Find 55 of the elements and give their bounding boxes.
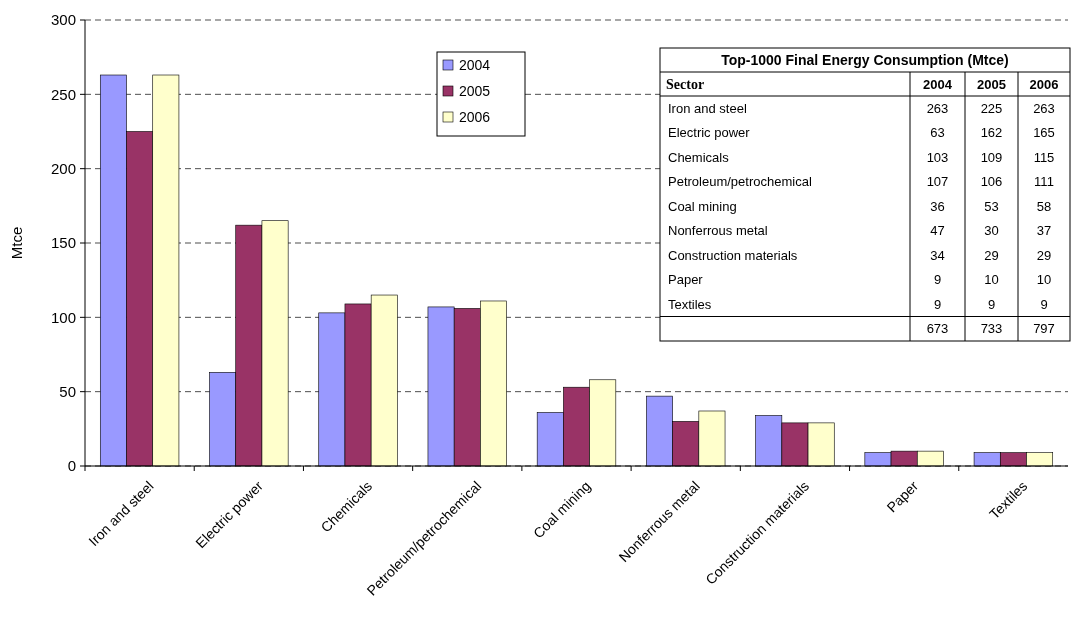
annotation: 9 — [933, 296, 942, 312]
annotation: 30 — [984, 223, 999, 239]
y-tick-label: 300 — [50, 11, 76, 29]
annotation: 63 — [930, 125, 945, 141]
annotation: 165 — [1033, 125, 1055, 141]
annotation: 263 — [1033, 100, 1055, 116]
annotation: 9 — [1040, 296, 1048, 312]
y-tick-label: 250 — [50, 85, 76, 103]
y-tick-label: 0 — [67, 457, 76, 475]
annotation: 34 — [930, 247, 945, 263]
legend-label: 2006 — [459, 108, 491, 125]
annotation: 733 — [980, 321, 1003, 337]
annotation: 673 — [926, 321, 949, 337]
text: Top-1000 Final Energy Consumption (Mtce) — [721, 51, 1009, 68]
annotation: Electric power — [668, 125, 751, 141]
annotation: Petroleum/petrochemical — [668, 174, 812, 190]
annotation: 162 — [980, 125, 1003, 141]
annotation: Sector — [666, 76, 705, 92]
annotation: 107 — [926, 174, 949, 190]
annotation: 2005 — [977, 76, 1006, 92]
annotation: Chemicals — [668, 149, 730, 165]
y-tick-label: 100 — [50, 308, 76, 326]
annotation: 10 — [1036, 272, 1052, 288]
annotation: 109 — [980, 149, 1003, 165]
annotation: Iron and steel — [668, 100, 747, 116]
annotation: 106 — [980, 174, 1003, 190]
annotation: Paper — [668, 272, 704, 288]
y-tick-label: 150 — [50, 234, 76, 252]
annotation: 9 — [933, 272, 942, 288]
annotation: 9 — [987, 296, 996, 312]
annotation: Nonferrous metal — [668, 223, 768, 239]
annotation: 10 — [984, 272, 999, 288]
annotation: 263 — [926, 100, 949, 116]
annotation: 797 — [1033, 321, 1055, 337]
annotation: Coal mining — [668, 198, 737, 214]
legend-label: 2004 — [459, 56, 491, 73]
annotation: 103 — [926, 149, 949, 165]
annotation: Textiles — [668, 296, 712, 312]
annotation: 58 — [1036, 198, 1052, 214]
annotation: 53 — [984, 198, 999, 214]
annotation: 36 — [930, 198, 945, 214]
annotation: 29 — [984, 247, 999, 263]
annotation: 115 — [1033, 149, 1055, 165]
y-tick-label: 50 — [59, 382, 76, 400]
y-axis-title: Mtce — [8, 226, 25, 260]
annotation: 37 — [1036, 223, 1052, 239]
y-tick-label: 200 — [50, 159, 76, 177]
annotation: 47 — [930, 223, 945, 239]
annotation: 2004 — [923, 76, 953, 92]
legend-label: 2005 — [459, 82, 491, 99]
annotation: Construction materials — [668, 247, 798, 263]
annotation: 225 — [980, 100, 1003, 116]
annotation: 29 — [1036, 247, 1052, 263]
annotation: 111 — [1034, 174, 1054, 190]
annotation: 2006 — [1029, 76, 1059, 92]
